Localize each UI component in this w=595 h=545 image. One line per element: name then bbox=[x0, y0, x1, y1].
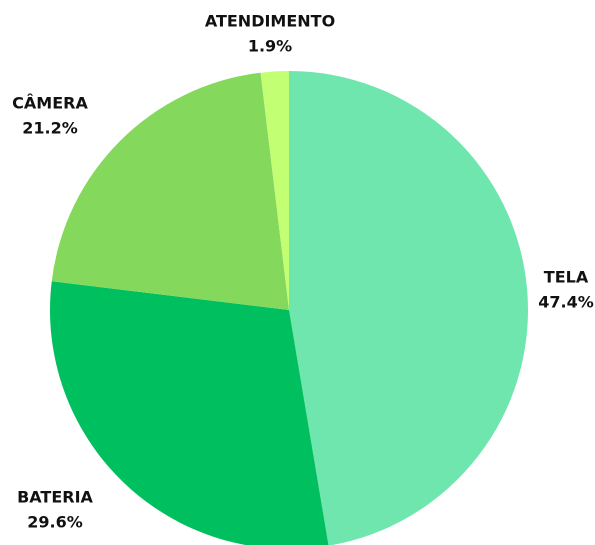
slice-label: CÂMERA bbox=[12, 94, 88, 113]
slice-label: BATERIA bbox=[17, 488, 93, 507]
slice-value-label: 47.4% bbox=[538, 293, 594, 312]
pie-slice bbox=[51, 72, 289, 310]
pie-slice bbox=[260, 71, 289, 310]
slice-value-label: 29.6% bbox=[27, 513, 83, 532]
slice-label: ATENDIMENTO bbox=[205, 12, 335, 31]
slice-label: TELA bbox=[544, 268, 589, 287]
slice-value-label: 21.2% bbox=[22, 119, 78, 138]
pie-slice bbox=[289, 71, 528, 545]
pie-slice bbox=[50, 281, 329, 545]
slice-value-label: 1.9% bbox=[248, 37, 292, 56]
